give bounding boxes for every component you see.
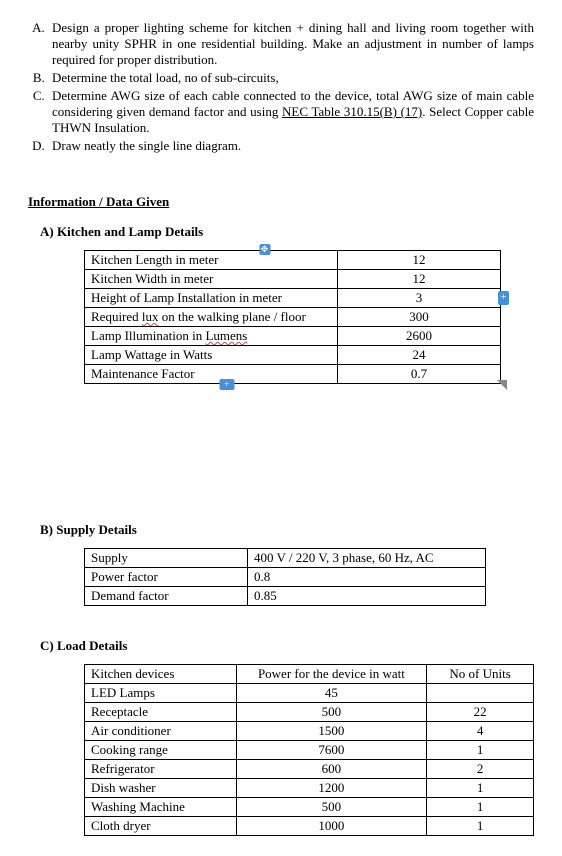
load-table: Kitchen devicesPower for the device in w… xyxy=(84,664,534,836)
table-row: Air conditioner15004 xyxy=(85,722,534,741)
cell: 500 xyxy=(236,798,426,817)
table-row: Washing Machine5001 xyxy=(85,798,534,817)
table-handle-bottom-icon[interactable]: + xyxy=(219,379,234,390)
table-row: Kitchen Width in meter12 xyxy=(85,270,501,289)
cell: 1 xyxy=(427,817,534,836)
question-b: Determine the total load, no of sub-circ… xyxy=(48,70,534,86)
cell xyxy=(427,684,534,703)
cell: Refrigerator xyxy=(85,760,237,779)
cell: 1000 xyxy=(236,817,426,836)
cell-value: 0.8 xyxy=(248,568,486,587)
cell: 4 xyxy=(427,722,534,741)
question-c-link: NEC Table 310.15(B) (17) xyxy=(282,104,422,119)
table-row: Receptacle50022 xyxy=(85,703,534,722)
cell: 500 xyxy=(236,703,426,722)
cell: 1 xyxy=(427,779,534,798)
cell-label: Kitchen Length in meter xyxy=(85,251,338,270)
cell-value: 2600 xyxy=(338,327,501,346)
table-row: Lamp Illumination in Lumens2600 xyxy=(85,327,501,346)
table-row: Required lux on the walking plane / floo… xyxy=(85,308,501,327)
cell: 1 xyxy=(427,798,534,817)
cell-value: 24 xyxy=(338,346,501,365)
question-a: Design a proper lighting scheme for kitc… xyxy=(48,20,534,68)
info-header: Information / Data Given xyxy=(28,194,534,210)
cell: 2 xyxy=(427,760,534,779)
table-row: Maintenance Factor0.7 xyxy=(85,365,501,384)
cell-value: 0.7 xyxy=(338,365,501,384)
table-handle-right-icon[interactable]: + xyxy=(498,291,509,305)
kitchen-lamp-table: Kitchen Length in meter12Kitchen Width i… xyxy=(84,250,501,384)
question-list: Design a proper lighting scheme for kitc… xyxy=(28,20,534,154)
supply-table: Supply400 V / 220 V, 3 phase, 60 Hz, ACP… xyxy=(84,548,486,606)
cell-value: 3 xyxy=(338,289,501,308)
cell-label: Kitchen Width in meter xyxy=(85,270,338,289)
cell-value: 12 xyxy=(338,270,501,289)
section-a-header: A) Kitchen and Lamp Details xyxy=(40,224,534,240)
cell: Washing Machine xyxy=(85,798,237,817)
cell: Cooking range xyxy=(85,741,237,760)
cell-label: Maintenance Factor xyxy=(85,365,338,384)
cell: Cloth dryer xyxy=(85,817,237,836)
table-header-row: Kitchen devicesPower for the device in w… xyxy=(85,665,534,684)
table-row: Refrigerator6002 xyxy=(85,760,534,779)
question-c: Determine AWG size of each cable connect… xyxy=(48,88,534,136)
table-row: Power factor0.8 xyxy=(85,568,486,587)
cell-label: Supply xyxy=(85,549,248,568)
cell-label: Height of Lamp Installation in meter xyxy=(85,289,338,308)
table-row: Lamp Wattage in Watts24 xyxy=(85,346,501,365)
cell-label: Power factor xyxy=(85,568,248,587)
table-row: Kitchen Length in meter12 xyxy=(85,251,501,270)
table-row: Supply400 V / 220 V, 3 phase, 60 Hz, AC xyxy=(85,549,486,568)
cell-label: Demand factor xyxy=(85,587,248,606)
cell: 22 xyxy=(427,703,534,722)
cell-value: 0.85 xyxy=(248,587,486,606)
table-handle-top-icon[interactable]: ✥ xyxy=(259,244,270,255)
cell: Air conditioner xyxy=(85,722,237,741)
section-b-header: B) Supply Details xyxy=(40,522,534,538)
question-d: Draw neatly the single line diagram. xyxy=(48,138,534,154)
cell: 1200 xyxy=(236,779,426,798)
cell-value: 12 xyxy=(338,251,501,270)
cell: 45 xyxy=(236,684,426,703)
table-row: Dish washer12001 xyxy=(85,779,534,798)
column-header: Kitchen devices xyxy=(85,665,237,684)
cell: LED Lamps xyxy=(85,684,237,703)
cell: 1 xyxy=(427,741,534,760)
cell: 7600 xyxy=(236,741,426,760)
section-c-header: C) Load Details xyxy=(40,638,534,654)
cell: 600 xyxy=(236,760,426,779)
table-row: Demand factor0.85 xyxy=(85,587,486,606)
table-row: Cloth dryer10001 xyxy=(85,817,534,836)
cell-value: 300 xyxy=(338,308,501,327)
cell-label: Required lux on the walking plane / floo… xyxy=(85,308,338,327)
table-row: Height of Lamp Installation in meter3 xyxy=(85,289,501,308)
cell-value: 400 V / 220 V, 3 phase, 60 Hz, AC xyxy=(248,549,486,568)
cell-label: Lamp Illumination in Lumens xyxy=(85,327,338,346)
table-row: Cooking range76001 xyxy=(85,741,534,760)
column-header: No of Units xyxy=(427,665,534,684)
column-header: Power for the device in watt xyxy=(236,665,426,684)
table-handle-resize-icon[interactable] xyxy=(497,380,507,390)
cell: 1500 xyxy=(236,722,426,741)
cell-label: Lamp Wattage in Watts xyxy=(85,346,338,365)
table-row: LED Lamps45 xyxy=(85,684,534,703)
cell: Dish washer xyxy=(85,779,237,798)
cell: Receptacle xyxy=(85,703,237,722)
